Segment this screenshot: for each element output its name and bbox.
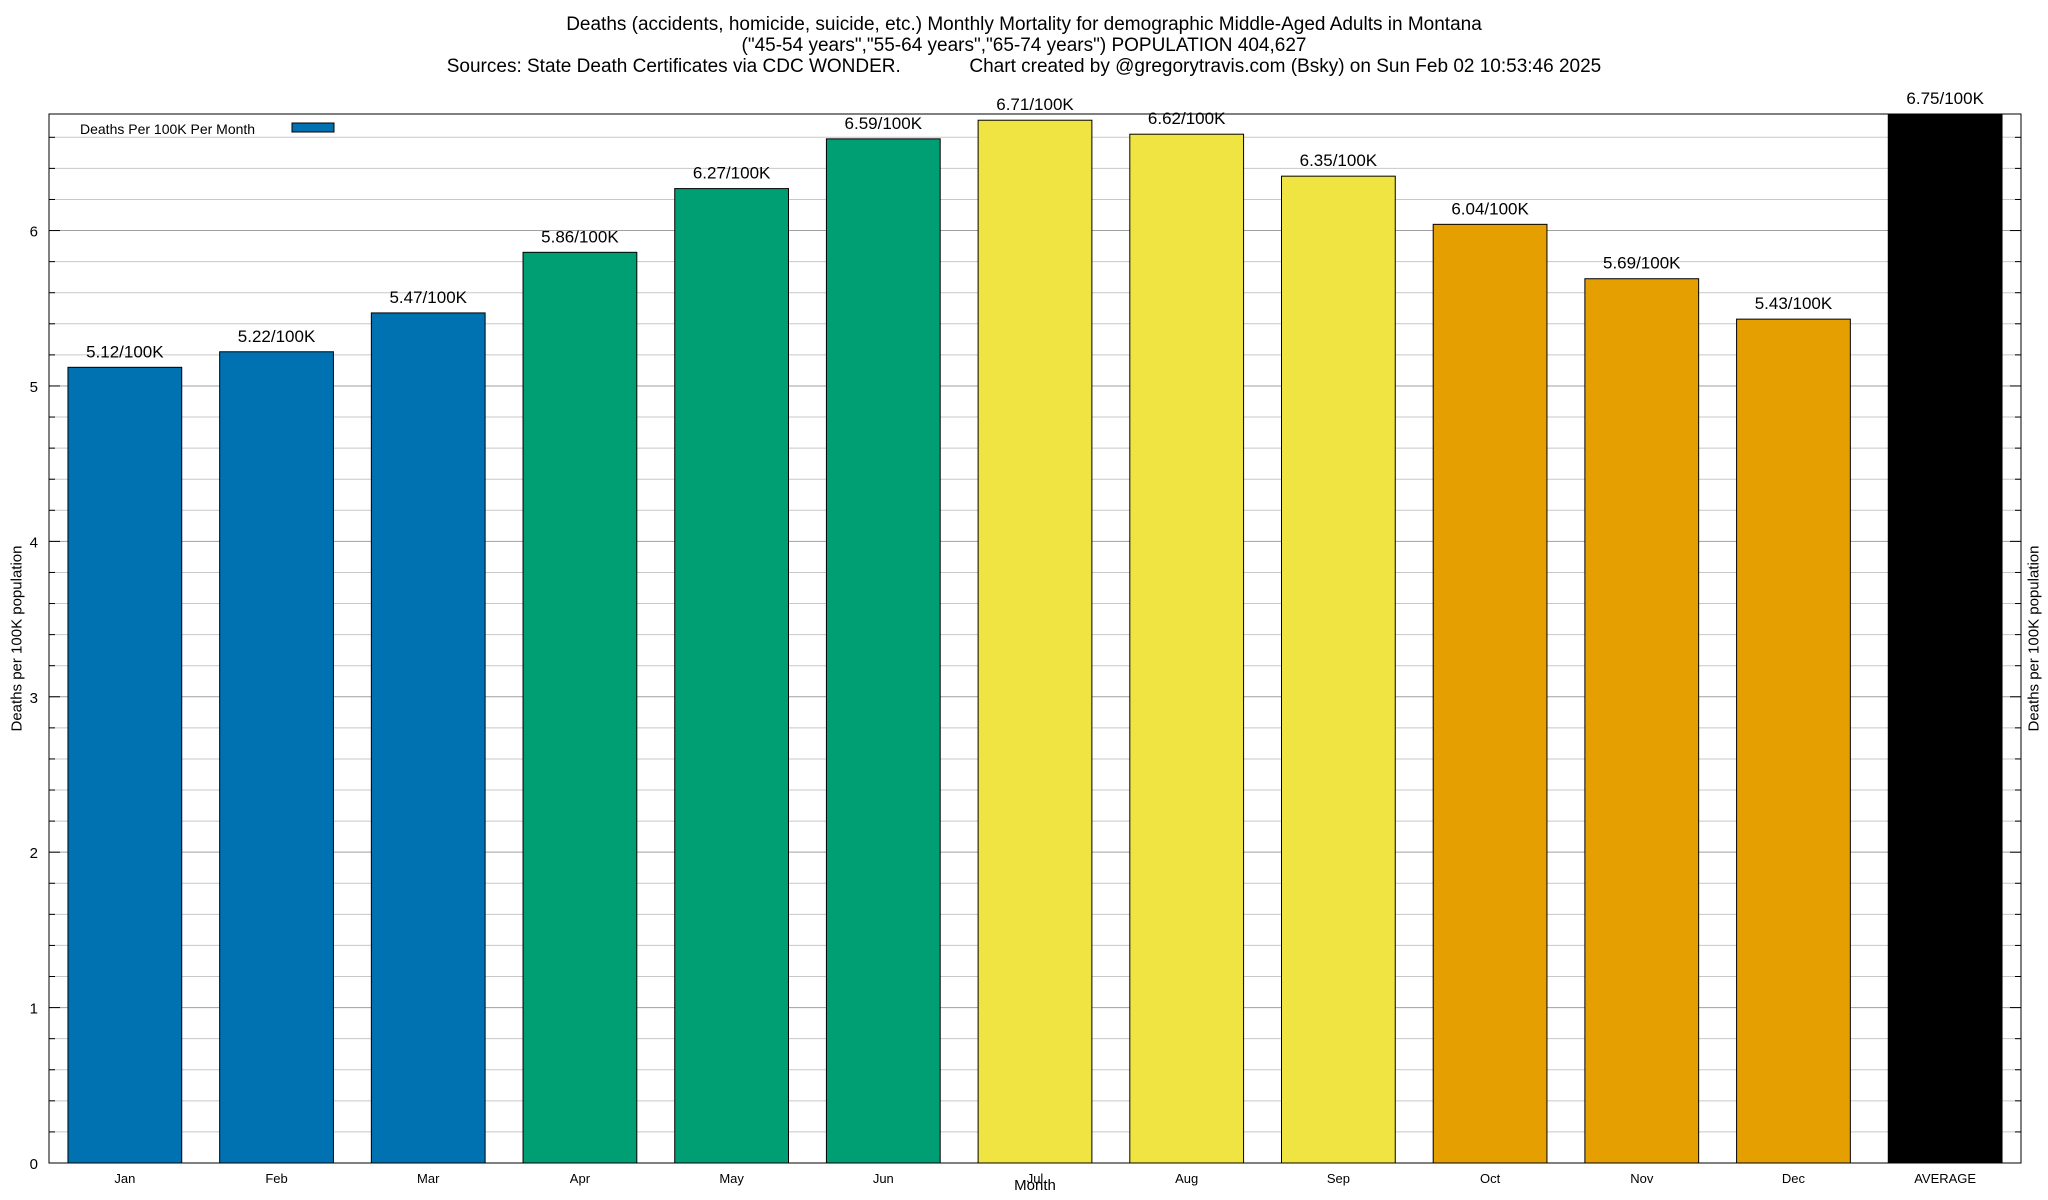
y-tick-label: 0 [30, 1156, 38, 1173]
plot-frame [48, 113, 2022, 1164]
data-label: 5.12/100K [86, 342, 164, 361]
data-label: 5.86/100K [541, 227, 619, 246]
x-tick-label: Jun [873, 1171, 894, 1186]
x-tick-label: Mar [417, 1171, 440, 1186]
data-label: 6.59/100K [845, 114, 923, 133]
chart-title-line-1: Deaths (accidents, homicide, suicide, et… [566, 14, 1482, 35]
bar-jan [67, 366, 183, 1164]
data-label: 5.22/100K [238, 327, 316, 346]
data-label: 5.69/100K [1603, 254, 1681, 273]
y-tick-label: 2 [30, 845, 38, 862]
bar-sep [1281, 175, 1396, 1164]
x-tick-label: May [719, 1171, 744, 1186]
bar-feb [219, 351, 334, 1164]
x-tick-label: AVERAGE [1914, 1171, 1976, 1186]
x-tick-label: Dec [1782, 1171, 1806, 1186]
x-tick-label: Jul [1027, 1171, 1044, 1186]
bar-jun [825, 138, 941, 1164]
bar-average [1887, 113, 2003, 1164]
data-label: 6.35/100K [1300, 151, 1378, 170]
bar-aug [1129, 133, 1245, 1164]
data-label: 5.43/100K [1755, 294, 1833, 313]
x-tick-label: Jan [114, 1171, 135, 1186]
data-label: 6.04/100K [1451, 199, 1529, 218]
data-label: 6.62/100K [1148, 109, 1226, 128]
bar-jul [977, 119, 1093, 1164]
chart-title-line-2: ("45-54 years","55-64 years","65-74 year… [741, 35, 1307, 56]
bar-nov [1584, 278, 1700, 1164]
x-tick-label: Feb [265, 1171, 287, 1186]
x-tick-label: Oct [1480, 1171, 1501, 1186]
y-axis-label-right: Deaths per 100K population [2025, 545, 2043, 732]
legend-swatch [291, 122, 335, 133]
y-axis-label-left: Deaths per 100K population [8, 545, 26, 732]
y-tick-label: 5 [30, 379, 38, 396]
data-label: 6.75/100K [1906, 89, 1984, 108]
legend-label: Deaths Per 100K Per Month [80, 121, 255, 137]
y-tick-label: 4 [30, 534, 38, 551]
x-tick-label: Apr [570, 1171, 591, 1186]
x-tick-label: Nov [1630, 1171, 1654, 1186]
bar-apr [522, 251, 638, 1164]
bar-mar [370, 312, 486, 1164]
y-tick-label: 1 [30, 1001, 38, 1018]
x-tick-label: Sep [1327, 1171, 1350, 1186]
bar-dec [1736, 318, 1851, 1164]
data-label: 5.47/100K [389, 288, 467, 307]
y-tick-label: 3 [30, 690, 38, 707]
data-label: 6.27/100K [693, 164, 771, 183]
bar-oct [1432, 223, 1548, 1164]
bar-may [674, 188, 790, 1164]
x-tick-label: Aug [1175, 1171, 1198, 1186]
x-axis-label: Month [1014, 1177, 1056, 1194]
chart-title-line-3: Sources: State Death Certificates via CD… [446, 56, 1602, 77]
y-tick-label: 6 [30, 224, 38, 241]
data-label: 6.71/100K [996, 95, 1074, 114]
